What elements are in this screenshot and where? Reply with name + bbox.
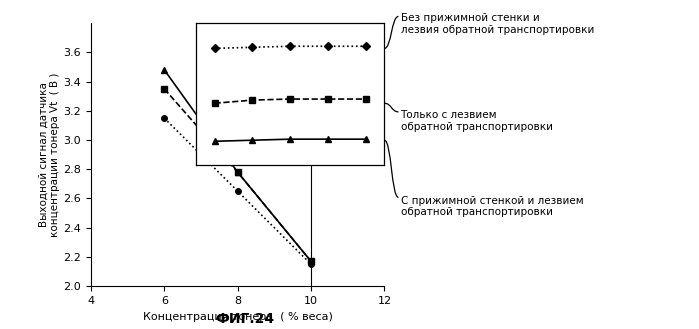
X-axis label: Концентрация тонера  ( % веса): Концентрация тонера ( % веса) [143, 312, 333, 321]
Text: Без прижимной стенки и
лезвия обратной транспортировки: Без прижимной стенки и лезвия обратной т… [401, 13, 594, 35]
Y-axis label: Выходной сигнал датчика
концентрации тонера Vt  ( В ): Выходной сигнал датчика концентрации тон… [39, 72, 61, 237]
Text: С прижимной стенкой и лезвием
обратной транспортировки: С прижимной стенкой и лезвием обратной т… [401, 196, 583, 217]
Text: Только с лезвием
обратной транспортировки: Только с лезвием обратной транспортировк… [401, 110, 552, 132]
Text: ФИГ.24: ФИГ.24 [215, 312, 274, 326]
